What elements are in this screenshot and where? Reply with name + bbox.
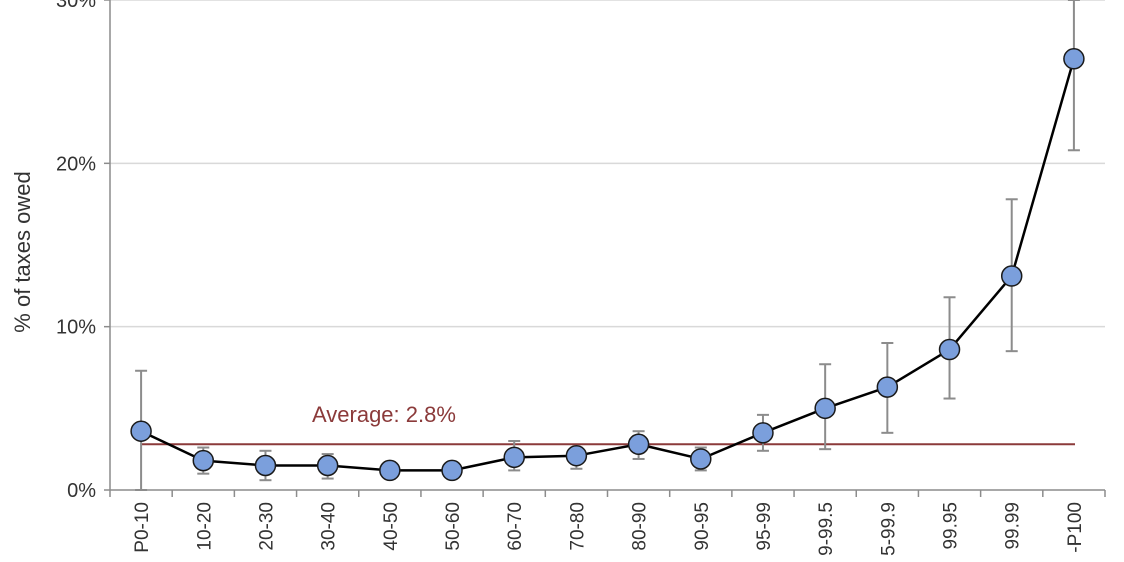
- data-point: [316, 454, 339, 477]
- x-tick-label: 10-20: [194, 502, 215, 551]
- x-tick-label: 70-80: [567, 502, 588, 551]
- x-tick-label: 5-99.9: [878, 502, 899, 556]
- data-point: [565, 444, 588, 467]
- average-reference: Average: 2.8%: [141, 402, 1075, 446]
- data-point: [627, 433, 650, 456]
- y-tick-label: 20%: [56, 153, 96, 175]
- axes: [104, 0, 1106, 497]
- x-tick-label: 99.99: [1003, 502, 1024, 550]
- x-tick-label: 20-30: [256, 502, 277, 551]
- data-points: [130, 48, 1085, 482]
- series-line-layer: [140, 58, 1076, 472]
- data-point: [1063, 48, 1085, 70]
- data-point: [130, 420, 152, 442]
- x-tick-label: 40-50: [381, 502, 402, 551]
- average-label: Average: 2.8%: [312, 402, 456, 427]
- data-point: [503, 446, 525, 469]
- x-tick-label: 30-40: [319, 502, 340, 551]
- data-point: [814, 397, 836, 420]
- x-tick-label: -P100: [1065, 502, 1086, 553]
- data-point: [752, 422, 774, 444]
- x-tick-label: 50-60: [443, 502, 464, 551]
- y-tick-label: 0%: [67, 480, 96, 502]
- data-point: [1000, 265, 1023, 287]
- x-tick-label: P0-10: [132, 502, 153, 553]
- data-point: [192, 449, 215, 472]
- y-tick-label: 10%: [56, 317, 96, 339]
- x-tick-label: 99.95: [941, 502, 962, 550]
- y-tick-labels: 0% 10% 20% 30%: [56, 0, 96, 502]
- x-tick-label: 80-90: [630, 502, 651, 551]
- data-point: [690, 448, 712, 470]
- x-tick-labels: P0-10 10-20 20-30 30-40 40-50 50-60 60-70 70-80…: [132, 502, 1086, 556]
- x-tick-label: 95-99: [754, 502, 775, 551]
- series-line: [140, 58, 1076, 472]
- y-tick-label: 30%: [56, 0, 96, 12]
- x-tick-label: 60-70: [505, 502, 526, 551]
- x-tick-label: 9-99.5: [816, 502, 837, 556]
- data-point: [441, 459, 463, 482]
- y-axis-title: % of taxes owed: [10, 171, 35, 332]
- data-point: [254, 454, 277, 477]
- x-tick-label: 90-95: [692, 502, 713, 551]
- data-point: [876, 376, 899, 398]
- data-point: [938, 338, 961, 361]
- error-bars: [135, 0, 1080, 491]
- gridlines: [110, 0, 1105, 328]
- data-point: [379, 459, 401, 482]
